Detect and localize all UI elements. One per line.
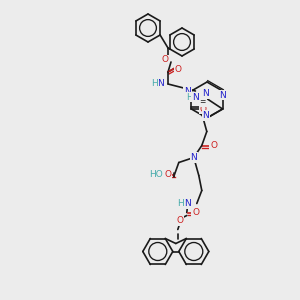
- Text: HO: HO: [149, 170, 163, 179]
- Text: N: N: [184, 199, 191, 208]
- Text: N: N: [202, 89, 209, 98]
- Text: O: O: [176, 216, 183, 225]
- Text: N: N: [202, 111, 209, 120]
- Text: N: N: [157, 80, 164, 88]
- Text: N: N: [192, 92, 199, 101]
- Text: O: O: [200, 104, 207, 113]
- Text: H: H: [186, 92, 193, 101]
- Text: N: N: [219, 91, 226, 100]
- Text: O: O: [175, 65, 182, 74]
- Text: H: H: [152, 80, 158, 88]
- Text: O: O: [210, 141, 217, 150]
- Text: N: N: [184, 86, 191, 95]
- Text: =: =: [200, 98, 206, 106]
- Text: N: N: [190, 153, 197, 162]
- Text: O: O: [192, 208, 199, 217]
- Text: O: O: [161, 56, 169, 64]
- Text: H: H: [177, 199, 184, 208]
- Text: O: O: [164, 170, 171, 179]
